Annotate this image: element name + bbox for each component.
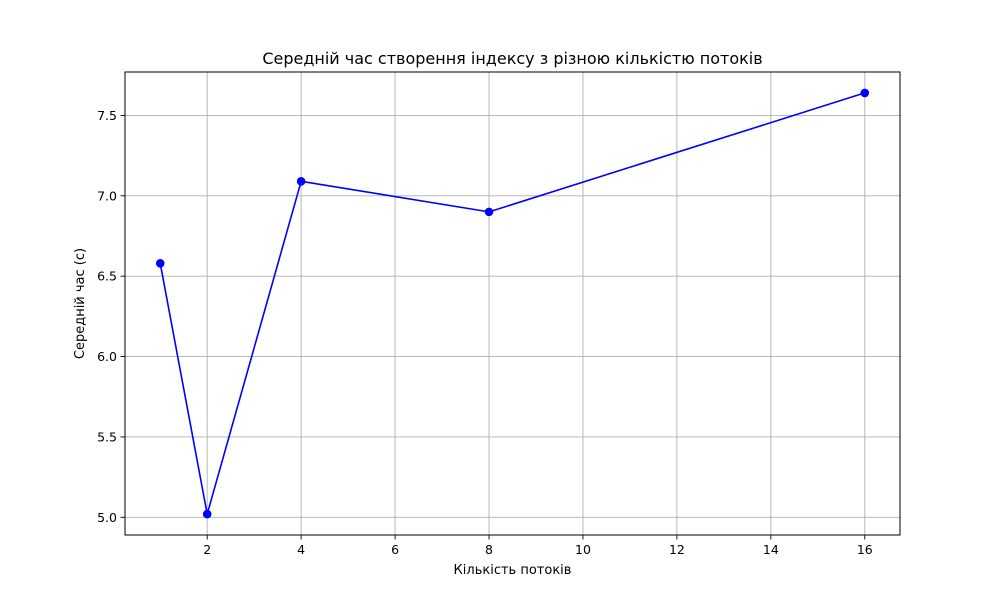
x-tick-label: 10 (575, 542, 591, 557)
y-tick-label: 6.0 (97, 349, 117, 364)
series-layer (155, 88, 870, 519)
data-point (296, 177, 306, 186)
x-tick-label: 16 (857, 542, 873, 557)
x-tick-label: 8 (485, 542, 493, 557)
y-axis-label: Середній час (с) (73, 248, 88, 359)
ticks: 2 4 6 8 10 12 14 16 5.0 5.5 6.0 6.5 7.0 7.5 (97, 108, 873, 557)
y-tick-label: 5.0 (97, 510, 117, 525)
x-tick-label: 4 (297, 542, 305, 557)
x-tick-label: 12 (669, 542, 685, 557)
plot-frame (124, 71, 901, 536)
x-tick-label: 2 (203, 542, 211, 557)
grid (125, 72, 900, 535)
y-tick-label: 7.5 (97, 108, 117, 123)
x-tick-label: 6 (391, 542, 399, 557)
y-tick-label: 7.0 (97, 188, 117, 203)
data-point (202, 509, 212, 519)
data-point (155, 259, 165, 268)
x-axis-label: Кількість потоків (454, 563, 572, 578)
chart-title: Середній час створення індексу з різною … (262, 49, 762, 68)
data-point (860, 88, 870, 98)
data-point (484, 207, 494, 217)
y-tick-label: 5.5 (97, 429, 117, 444)
x-tick-label: 14 (763, 542, 779, 557)
y-tick-label: 6.5 (97, 269, 117, 284)
